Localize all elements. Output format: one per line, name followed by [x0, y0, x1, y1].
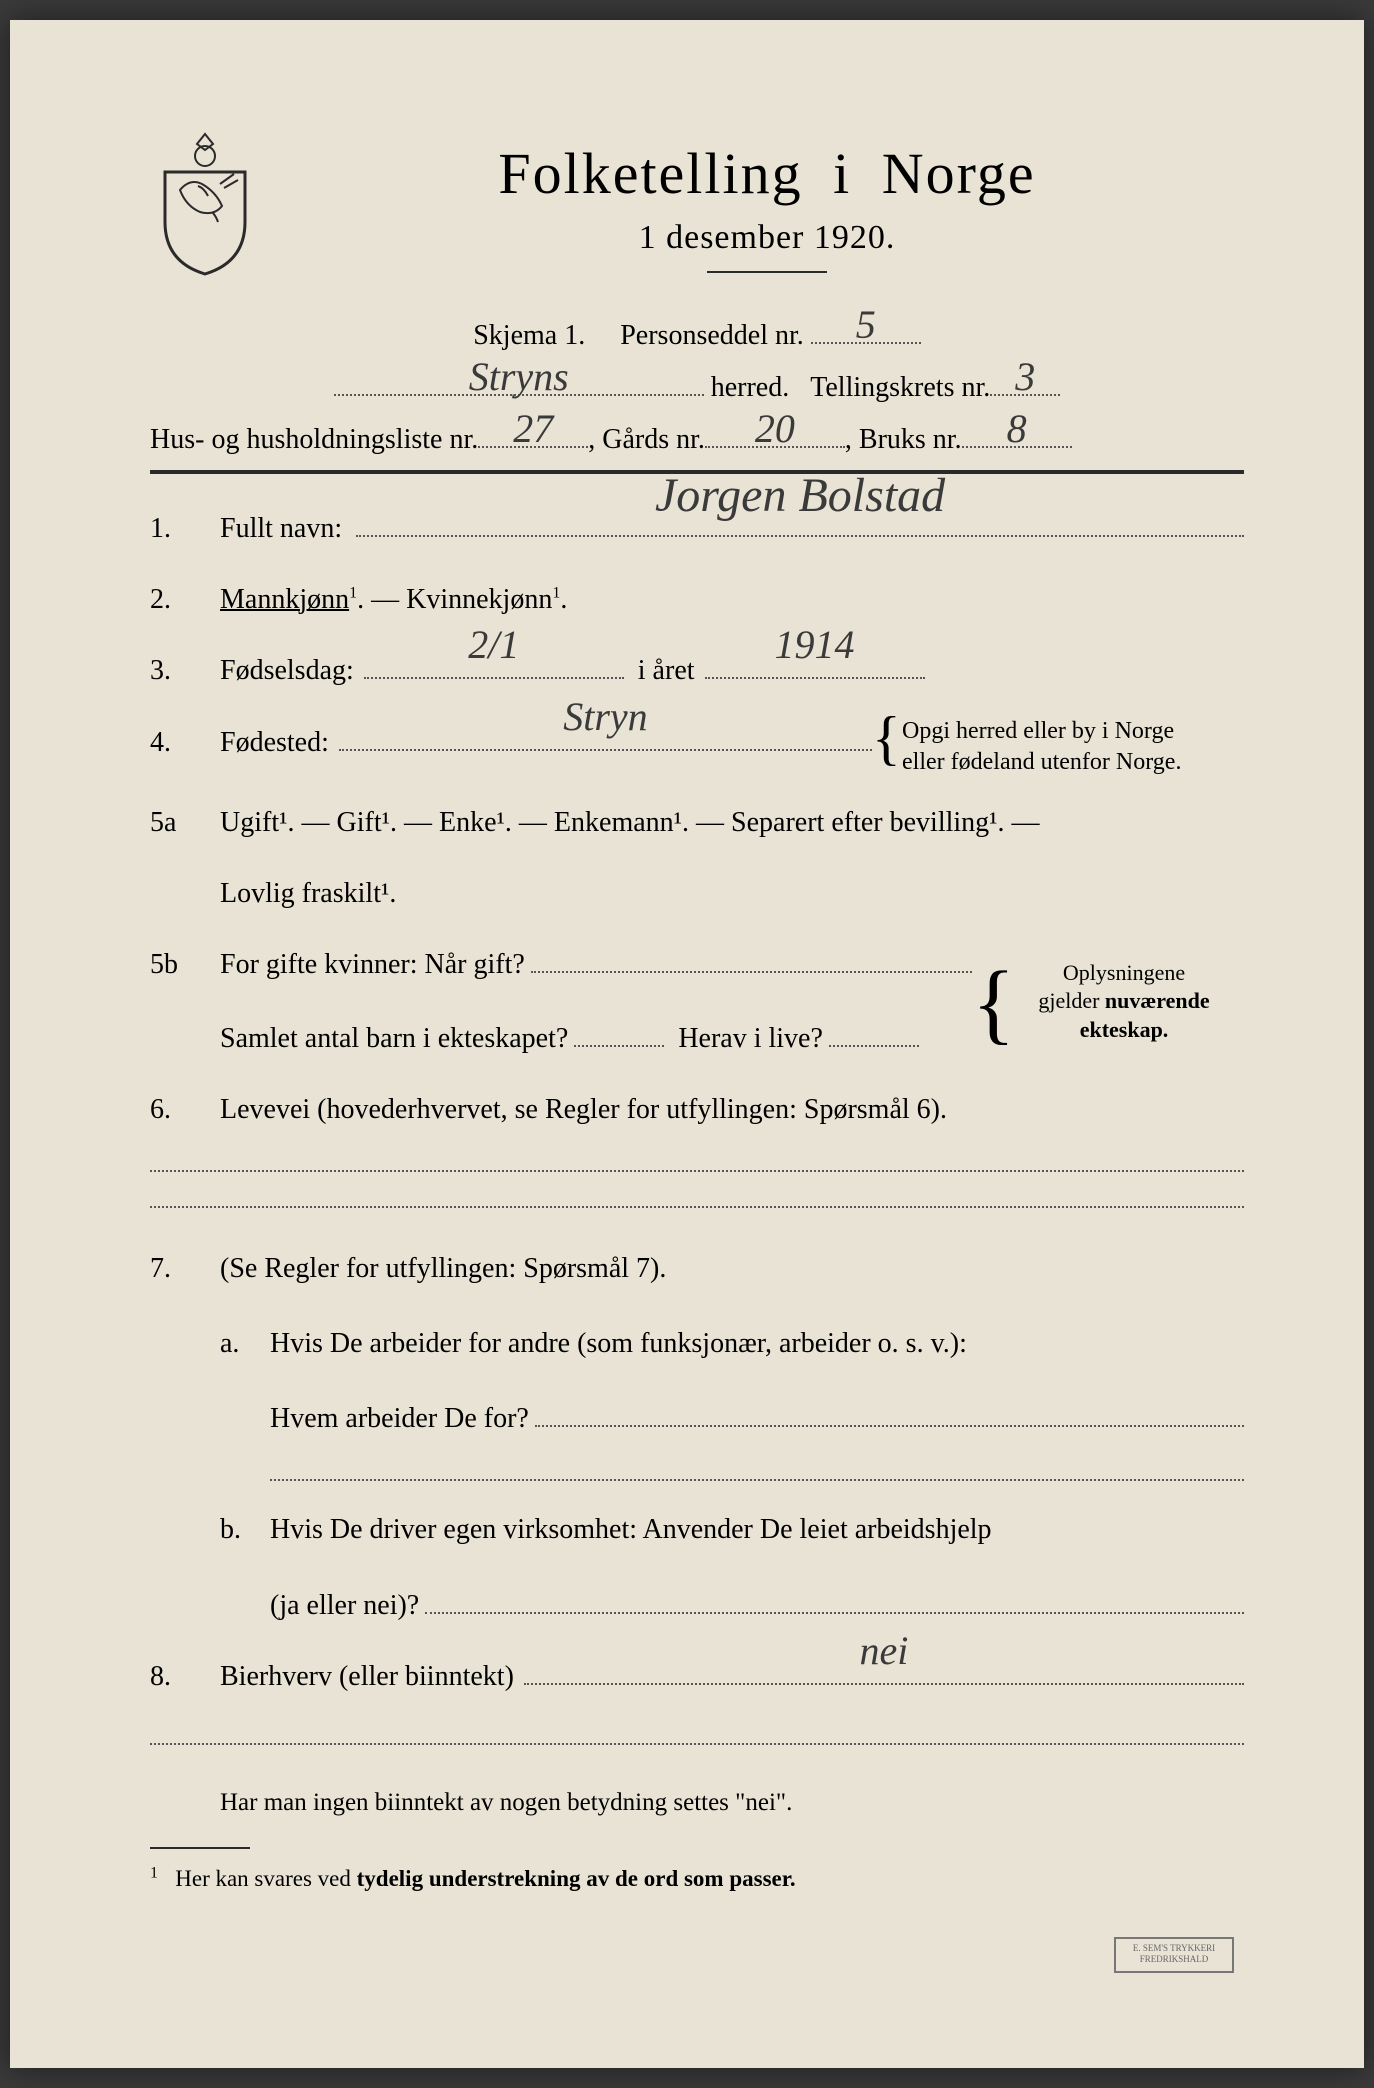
q3-label: Fødselsdag: — [220, 644, 354, 697]
q5b-l1a: For gifte kvinner: Når gift? — [220, 938, 525, 991]
gards-field: 20 — [705, 446, 845, 448]
personseddel-label: Personseddel nr. — [620, 320, 804, 351]
q4-field: Stryn — [339, 749, 872, 751]
q2-mann: Mannkjønn — [220, 584, 349, 615]
q6: 6. Levevei (hovederhvervet, se Regler fo… — [150, 1083, 1244, 1136]
q5b: 5b For gifte kvinner: Når gift? Samlet a… — [150, 938, 1244, 1064]
q5b-f3 — [829, 1045, 919, 1047]
q-num: 6. — [150, 1083, 220, 1136]
blank-line — [150, 1206, 1244, 1208]
q5b-f1 — [531, 971, 972, 973]
q7a-lead: a. — [220, 1317, 270, 1445]
herred-field: Stryns — [334, 394, 704, 396]
q-num: 5a — [150, 796, 220, 849]
q7a-field — [535, 1425, 1244, 1427]
q5b-f2 — [574, 1045, 664, 1047]
q4-note2: eller fødeland utenfor Norge. — [902, 747, 1244, 778]
q2: 2. Mannkjønn1. — Kvinnekjønn1. — [150, 573, 1244, 626]
meta-line-1: Skjema 1. Personseddel nr. 5 — [150, 320, 1244, 352]
liste-nr: 27 — [478, 405, 588, 452]
q7b-2: (ja eller nei)? — [270, 1579, 419, 1632]
q7: 7. (Se Regler for utfyllingen: Spørsmål … — [150, 1242, 1244, 1632]
q3-day: 2/1 — [364, 607, 624, 683]
footnote-short-rule — [150, 1847, 250, 1849]
q1-label: Fullt navn: — [220, 502, 342, 555]
q5a-text: Ugift¹. — Gift¹. — Enke¹. — Enkemann¹. —… — [220, 796, 1244, 849]
q-num: 4. — [150, 716, 220, 769]
q7-head: (Se Regler for utfyllingen: Spørsmål 7). — [220, 1242, 1244, 1295]
blank-line — [270, 1479, 1244, 1481]
footnote: 1 Her kan svares ved tydelig understrekn… — [150, 1857, 1244, 1901]
q-num: 2. — [150, 573, 220, 626]
q5a-text2: Lovlig fraskilt¹. — [220, 867, 1244, 920]
q7a-2: Hvem arbeider De for? — [270, 1392, 529, 1445]
sup: 1 — [349, 585, 357, 602]
personseddel-nr: 5 — [811, 301, 921, 348]
q-num: 7. — [150, 1242, 220, 1295]
printer-stamp: E. SEM'S TRYKKERI FREDRIKSHALD — [1114, 1937, 1234, 1973]
gards-nr: 20 — [705, 405, 845, 452]
q4: 4. Fødested: Stryn { Opgi herred eller b… — [150, 716, 1244, 778]
q5b-note1: Oplysningene — [1004, 959, 1244, 988]
footnote-text: Her kan svares ved tydelig understreknin… — [164, 1866, 796, 1891]
q8-value: nei — [524, 1613, 1244, 1689]
q8-label: Bierhverv (eller biinntekt) — [220, 1650, 514, 1703]
brace-icon: { — [872, 716, 894, 756]
q-num: 8. — [150, 1650, 220, 1703]
q8-field: nei — [524, 1683, 1244, 1685]
herred-label: herred. — [711, 372, 790, 404]
q8: 8. Bierhverv (eller biinntekt) nei — [150, 1650, 1244, 1703]
header: Folketelling i Norge 1 desember 1920. — [150, 130, 1244, 280]
note-line: Har man ingen biinntekt av nogen betydni… — [150, 1779, 1244, 1827]
main-title: Folketelling i Norge — [290, 140, 1244, 207]
question-list: 1. Fullt navn: Jorgen Bolstad 2. Mannkjø… — [150, 502, 1244, 1900]
q-num: 3. — [150, 644, 220, 697]
q5b-note3: ekteskap. — [1004, 1016, 1244, 1045]
title-rule — [707, 271, 827, 273]
q5b-note2: gjelder nuværende — [1004, 987, 1244, 1016]
q5b-l2a: Samlet antal barn i ekteskapet? — [220, 1012, 568, 1065]
blank-line — [150, 1743, 1244, 1745]
meta-line-2: Stryns herred. Tellingskrets nr. 3 — [150, 372, 1244, 404]
tellingskrets-label: Tellingskrets nr. — [810, 372, 990, 404]
q5b-l2b: Herav i live? — [678, 1012, 823, 1065]
q-num: 1. — [150, 502, 220, 555]
q5a: 5a Ugift¹. — Gift¹. — Enke¹. — Enkemann¹… — [150, 796, 1244, 920]
skjema-label: Skjema 1. — [473, 320, 585, 351]
footnote-marker: 1 — [150, 1864, 158, 1881]
blank-line — [150, 1170, 1244, 1172]
liste-field: 27 — [478, 446, 588, 448]
q4-note1: Opgi herred eller by i Norge — [902, 716, 1244, 747]
q4-value: Stryn — [339, 679, 872, 755]
q4-label: Fødested: — [220, 716, 329, 769]
q4-note: Opgi herred eller by i Norge eller fødel… — [894, 716, 1244, 778]
q7b-lead: b. — [220, 1503, 270, 1631]
brace-icon: { — [972, 973, 994, 1031]
meta-block: Skjema 1. Personseddel nr. 5 Stryns herr… — [150, 320, 1244, 404]
q3-year: 1914 — [705, 607, 925, 683]
herred-value: Stryns — [334, 353, 704, 400]
title-block: Folketelling i Norge 1 desember 1920. — [290, 130, 1244, 273]
personseddel-nr-field: 5 — [811, 342, 921, 344]
tellingskrets-field: 3 — [990, 394, 1060, 396]
bruks-nr: 8 — [962, 405, 1072, 452]
q7b-1: Hvis De driver egen virksomhet: Anvender… — [270, 1503, 1244, 1556]
q5b-note: Oplysningene gjelder nuværende ekteskap. — [994, 959, 1244, 1045]
census-form-page: Folketelling i Norge 1 desember 1920. Sk… — [10, 20, 1364, 2068]
q1-value: Jorgen Bolstad — [356, 450, 1244, 541]
bruks-field: 8 — [962, 446, 1072, 448]
q1: 1. Fullt navn: Jorgen Bolstad — [150, 502, 1244, 555]
coat-of-arms-icon — [150, 130, 260, 280]
q1-field: Jorgen Bolstad — [356, 535, 1244, 537]
tellingskrets-nr: 3 — [990, 353, 1060, 400]
q6-text: Levevei (hovederhvervet, se Regler for u… — [220, 1083, 1244, 1136]
q-num: 5b — [150, 938, 220, 991]
q7a-1: Hvis De arbeider for andre (som funksjon… — [270, 1317, 1244, 1370]
subtitle: 1 desember 1920. — [290, 219, 1244, 257]
